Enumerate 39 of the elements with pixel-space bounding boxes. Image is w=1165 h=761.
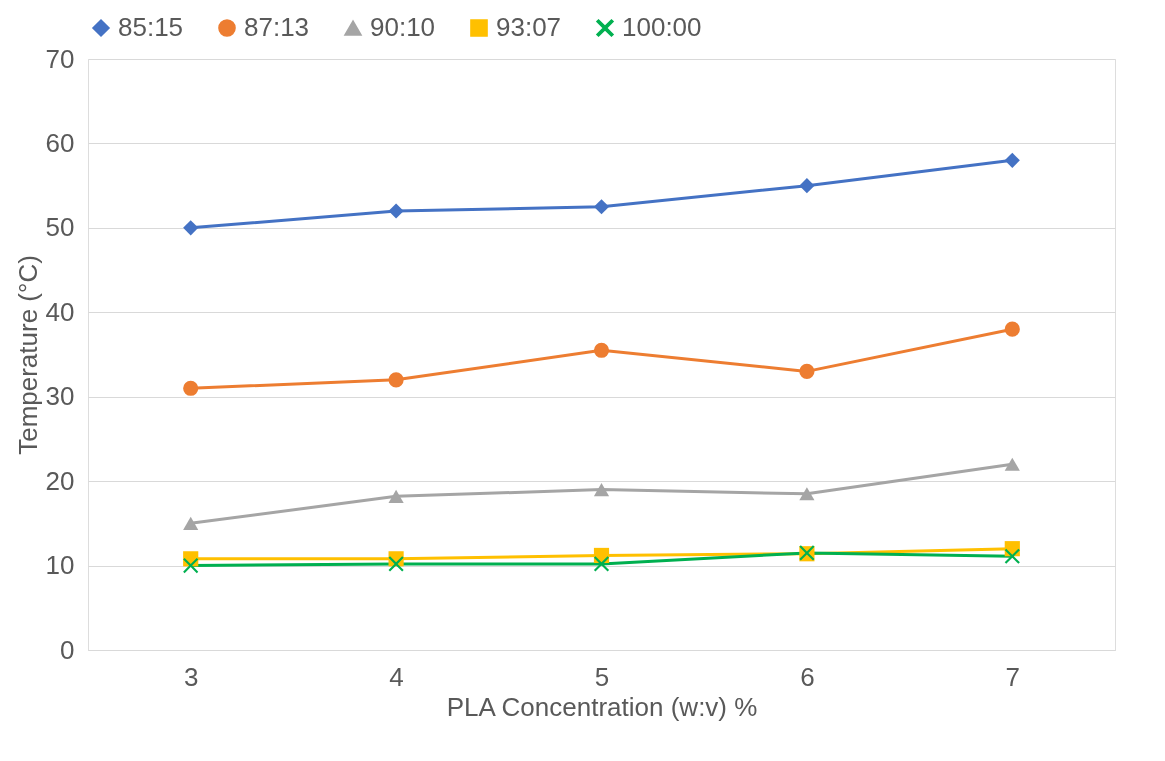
point: [593, 342, 610, 358]
point: [1004, 152, 1020, 168]
y-tick-label: 30: [45, 381, 75, 412]
point: [183, 220, 199, 236]
y-tick-label: 50: [45, 212, 75, 243]
point: [1004, 457, 1020, 471]
y-tick-label: 0: [60, 634, 75, 665]
y-tick-label: 70: [45, 43, 75, 74]
point: [1004, 548, 1020, 564]
y-tick-label: 20: [45, 465, 75, 496]
point: [593, 199, 610, 215]
point: [593, 483, 610, 497]
point: [1004, 321, 1020, 337]
point: [388, 372, 404, 388]
legend-label: 87:13: [244, 12, 310, 42]
y-axis-title: Temperature (°C): [12, 255, 43, 455]
point: [799, 363, 815, 379]
point: [388, 556, 404, 572]
x-tick-label: 5: [594, 661, 610, 692]
x-tick-label: 7: [1005, 661, 1021, 692]
x-tick-label: 3: [183, 661, 199, 692]
point: [799, 487, 815, 501]
y-tick-label: 10: [45, 550, 75, 581]
y-tick-label: 40: [45, 296, 75, 327]
legend-label: 100:00: [622, 12, 702, 42]
point: [388, 489, 404, 503]
legend-label: 90:10: [370, 12, 436, 42]
x-tick-label: 4: [389, 661, 404, 692]
point: [593, 556, 610, 572]
point: [183, 380, 199, 396]
point: [388, 203, 404, 219]
y-tick-label: 60: [45, 127, 75, 158]
x-axis-title: PLA Concentration (w:v) %: [446, 691, 758, 722]
legend-label: 93:07: [496, 12, 562, 42]
point: [799, 178, 815, 194]
point: [183, 557, 199, 574]
x-tick-label: 6: [800, 661, 815, 692]
point: [183, 516, 199, 530]
legend-label: 85:15: [118, 12, 184, 42]
